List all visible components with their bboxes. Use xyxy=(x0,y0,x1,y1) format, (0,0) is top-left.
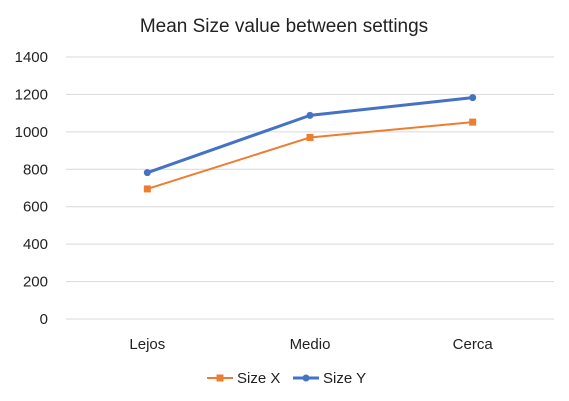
y-tick-label: 0 xyxy=(40,311,48,328)
x-tick-label: Cerca xyxy=(453,336,494,353)
x-tick-label: Lejos xyxy=(129,336,165,353)
x-axis-ticks: Lejos Medio Cerca xyxy=(129,336,493,353)
y-tick-label: 1400 xyxy=(15,49,48,66)
legend: Size X Size Y xyxy=(207,370,366,387)
gridlines xyxy=(66,56,554,320)
y-tick-label: 1000 xyxy=(15,124,48,141)
y-tick-label: 400 xyxy=(23,236,48,253)
data-point xyxy=(469,94,477,102)
y-axis-ticks: 0 200 400 600 800 1000 1200 1400 xyxy=(15,49,48,328)
legend-marker xyxy=(216,374,224,382)
plot-area xyxy=(143,94,477,193)
y-tick-label: 600 xyxy=(23,199,48,216)
data-point xyxy=(143,185,151,193)
data-point xyxy=(306,111,314,119)
y-tick-label: 800 xyxy=(23,161,48,178)
y-tick-label: 200 xyxy=(23,274,48,291)
x-tick-label: Medio xyxy=(290,336,331,353)
chart-title: Mean Size value between settings xyxy=(140,16,428,37)
legend-marker xyxy=(302,374,310,382)
legend-label: Size X xyxy=(237,370,280,387)
legend-label: Size Y xyxy=(323,370,366,387)
data-point xyxy=(143,169,151,177)
y-tick-label: 1200 xyxy=(15,86,48,103)
data-point xyxy=(306,133,314,141)
data-point xyxy=(469,118,477,126)
